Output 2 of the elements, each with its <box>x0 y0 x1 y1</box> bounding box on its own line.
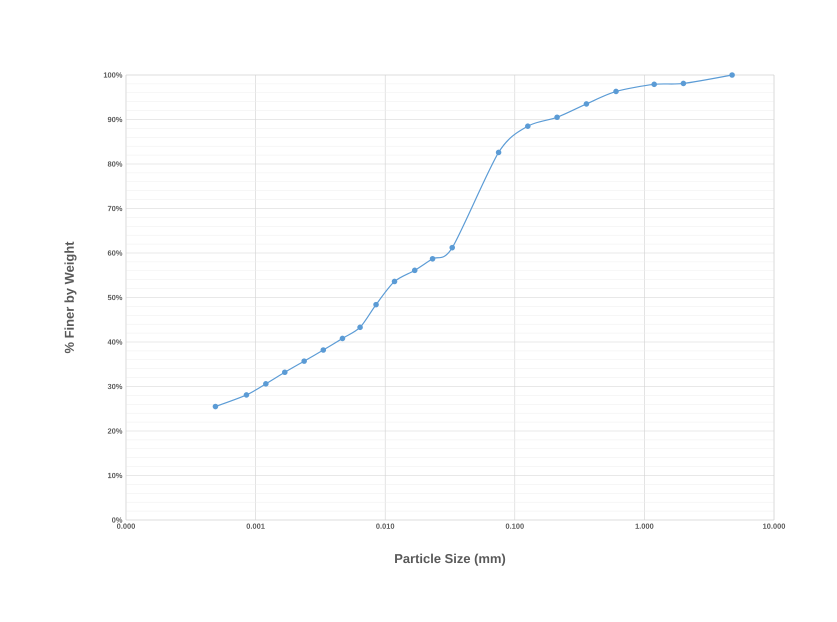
x-axis-title: Particle Size (mm) <box>395 554 506 566</box>
y-axis-title: % Finer by Weight <box>64 242 77 354</box>
